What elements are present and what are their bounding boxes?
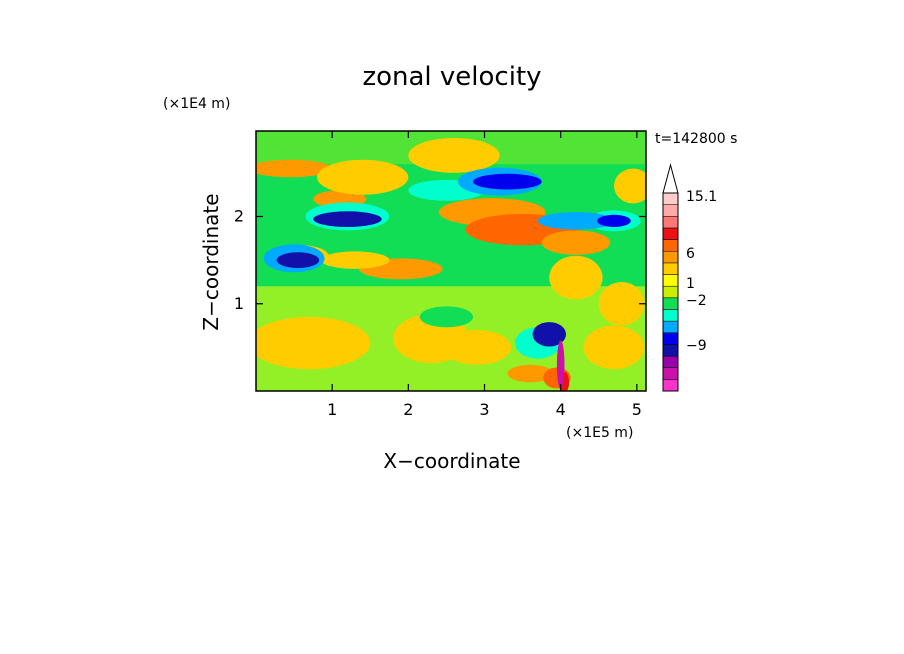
contour-region [556,340,565,390]
colorbar-swatch [662,320,679,334]
colorbar-swatch [662,274,679,287]
contour-region [256,316,371,370]
contour-region [507,364,554,383]
colorbar-swatch [662,216,679,229]
colorbar-swatch [662,344,679,357]
contour-region [597,214,631,227]
colorbar-swatch [662,239,679,252]
colorbar-swatch [662,262,679,275]
colorbar-tick-label: 1 [686,276,695,292]
colorbar-swatch [662,192,679,205]
x-axis-unit: (×1E5 m) [566,425,633,441]
colorbar-swatch [662,367,679,380]
contour-region [537,212,615,230]
x-tick-label: 3 [479,400,489,419]
colorbar-tick-label: −9 [686,338,707,354]
colorbar-frame [662,192,679,392]
contour-region [256,159,333,178]
colorbar-swatch [662,309,679,322]
colorbar: 15.1 6 1−2 −9 [662,163,717,392]
plot-frame [255,130,647,392]
x-axis-ticks: 1 2 3 4 5 [327,131,642,419]
colorbar-swatch [662,204,679,217]
contour-region [614,168,646,204]
y-tick-label: 2 [234,207,244,226]
colorbar-swatch [662,285,679,299]
colorbar-tick-label: 6 [686,246,695,262]
contour-region [419,306,474,328]
contour-region [276,252,320,268]
contour-region [442,329,512,365]
colorbar-tick-label: −2 [686,293,707,309]
y-axis-label: Z−coordinate [199,193,223,330]
x-tick-label: 5 [632,400,642,419]
colorbar-tick-label: 15.1 [686,189,717,205]
x-tick-label: 2 [403,400,413,419]
colorbar-swatch [662,227,679,240]
contour-region [532,322,567,347]
contour-region [473,173,542,190]
colorbar-swatch [662,355,679,368]
contour-region [408,137,500,173]
colorbar-swatch [662,297,679,310]
colorbar-swatch [662,379,679,392]
x-axis-label: X−coordinate [383,449,520,473]
time-label: t=142800 s [655,131,737,147]
colorbar-swatch [662,250,679,264]
heatmap-field [256,131,646,391]
x-tick-label: 1 [327,400,337,419]
chart-title: zonal velocity [362,62,541,92]
y-tick-label: 1 [234,294,244,313]
contour-region [541,230,611,255]
contour-region [598,281,645,326]
contour-region [583,325,645,370]
contour-region [313,211,382,227]
y-axis-unit: (×1E4 m) [163,96,230,112]
colorbar-swatch [662,332,679,345]
x-tick-label: 4 [556,400,566,419]
contour-region [320,251,390,269]
y-axis-ticks: 12 [234,207,646,313]
contour-region [549,255,603,300]
contour-region [316,159,409,195]
colorbar-extend-arrow [662,163,679,194]
